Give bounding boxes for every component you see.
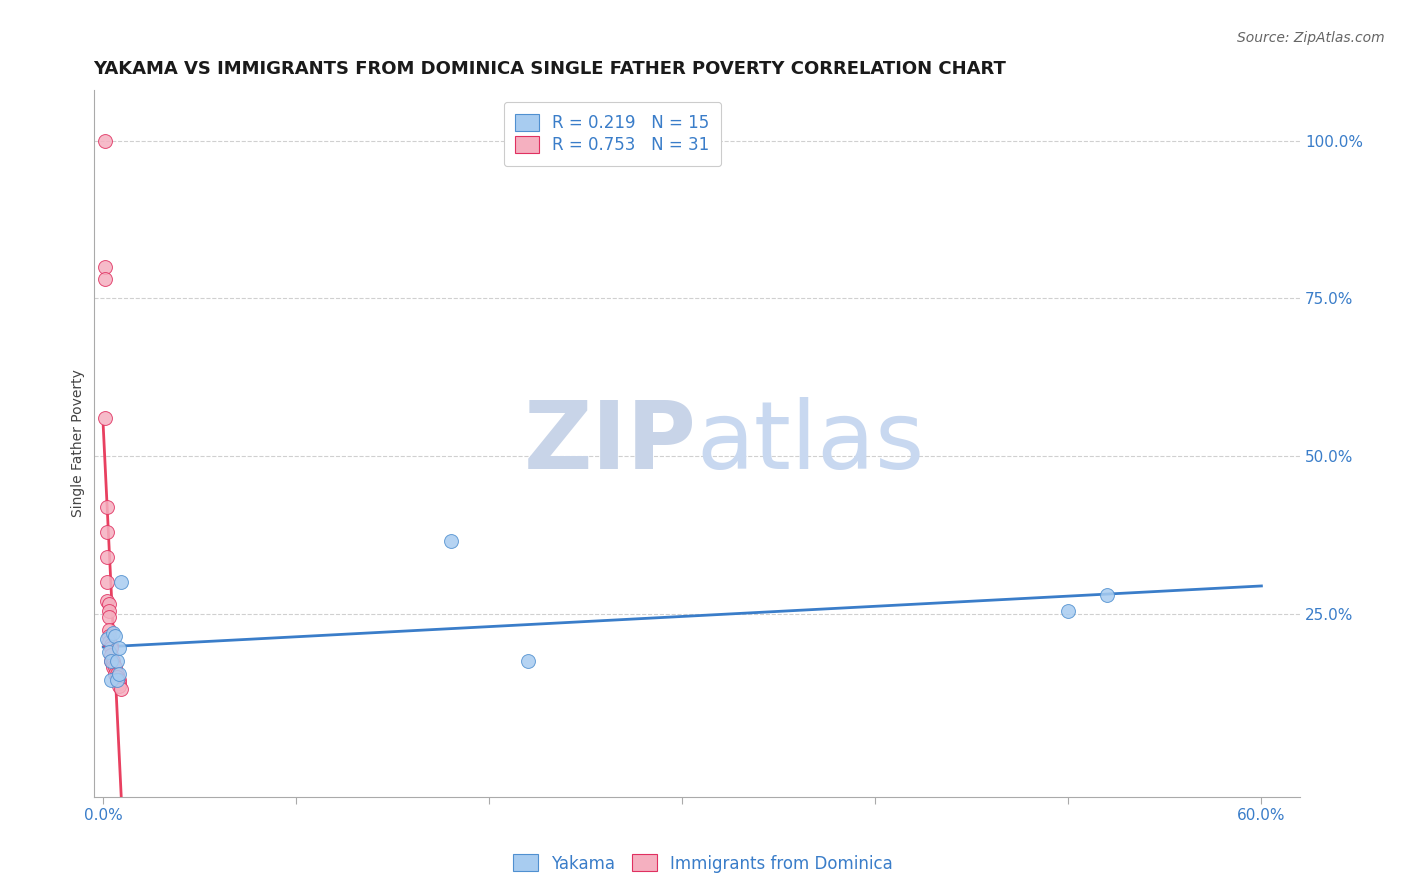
Point — [107, 679, 129, 693]
Point — [101, 654, 124, 668]
Point — [105, 673, 128, 687]
Point — [101, 657, 124, 672]
Point — [96, 524, 118, 539]
Point — [105, 673, 128, 687]
Point — [96, 632, 118, 646]
Text: Source: ZipAtlas.com: Source: ZipAtlas.com — [1237, 31, 1385, 45]
Text: ZIP: ZIP — [524, 398, 697, 490]
Point — [110, 682, 132, 697]
Point — [100, 673, 122, 687]
Y-axis label: Single Father Poverty: Single Father Poverty — [72, 369, 86, 517]
Point — [100, 654, 122, 668]
Point — [100, 638, 122, 652]
Point — [105, 670, 128, 684]
Point — [98, 635, 121, 649]
Point — [94, 411, 117, 425]
Point — [101, 625, 124, 640]
Point — [1095, 588, 1118, 602]
Text: YAKAMA VS IMMIGRANTS FROM DOMINICA SINGLE FATHER POVERTY CORRELATION CHART: YAKAMA VS IMMIGRANTS FROM DOMINICA SINGL… — [94, 60, 1007, 78]
Point — [96, 500, 118, 514]
Point — [105, 666, 128, 681]
Legend: Yakama, Immigrants from Dominica: Yakama, Immigrants from Dominica — [506, 847, 900, 880]
Point — [98, 610, 121, 624]
Point — [96, 549, 118, 564]
Point — [110, 575, 132, 590]
Point — [94, 134, 117, 148]
Legend: R = 0.219   N = 15, R = 0.753   N = 31: R = 0.219 N = 15, R = 0.753 N = 31 — [503, 102, 721, 166]
Point — [100, 654, 122, 668]
Text: atlas: atlas — [697, 398, 925, 490]
Point — [96, 575, 118, 590]
Point — [107, 666, 129, 681]
Point — [107, 673, 129, 687]
Point — [98, 604, 121, 618]
Point — [98, 645, 121, 659]
Point — [105, 654, 128, 668]
Point — [107, 676, 129, 690]
Point — [98, 629, 121, 643]
Point — [107, 641, 129, 656]
Point — [104, 660, 127, 674]
Point — [104, 629, 127, 643]
Point — [101, 660, 124, 674]
Point — [104, 666, 127, 681]
Point — [516, 654, 538, 668]
Point — [94, 272, 117, 286]
Point — [94, 260, 117, 274]
Point — [96, 594, 118, 608]
Point — [98, 623, 121, 637]
Point — [440, 534, 463, 549]
Point — [1057, 604, 1080, 618]
Point — [98, 597, 121, 611]
Point — [100, 641, 122, 656]
Point — [100, 648, 122, 662]
